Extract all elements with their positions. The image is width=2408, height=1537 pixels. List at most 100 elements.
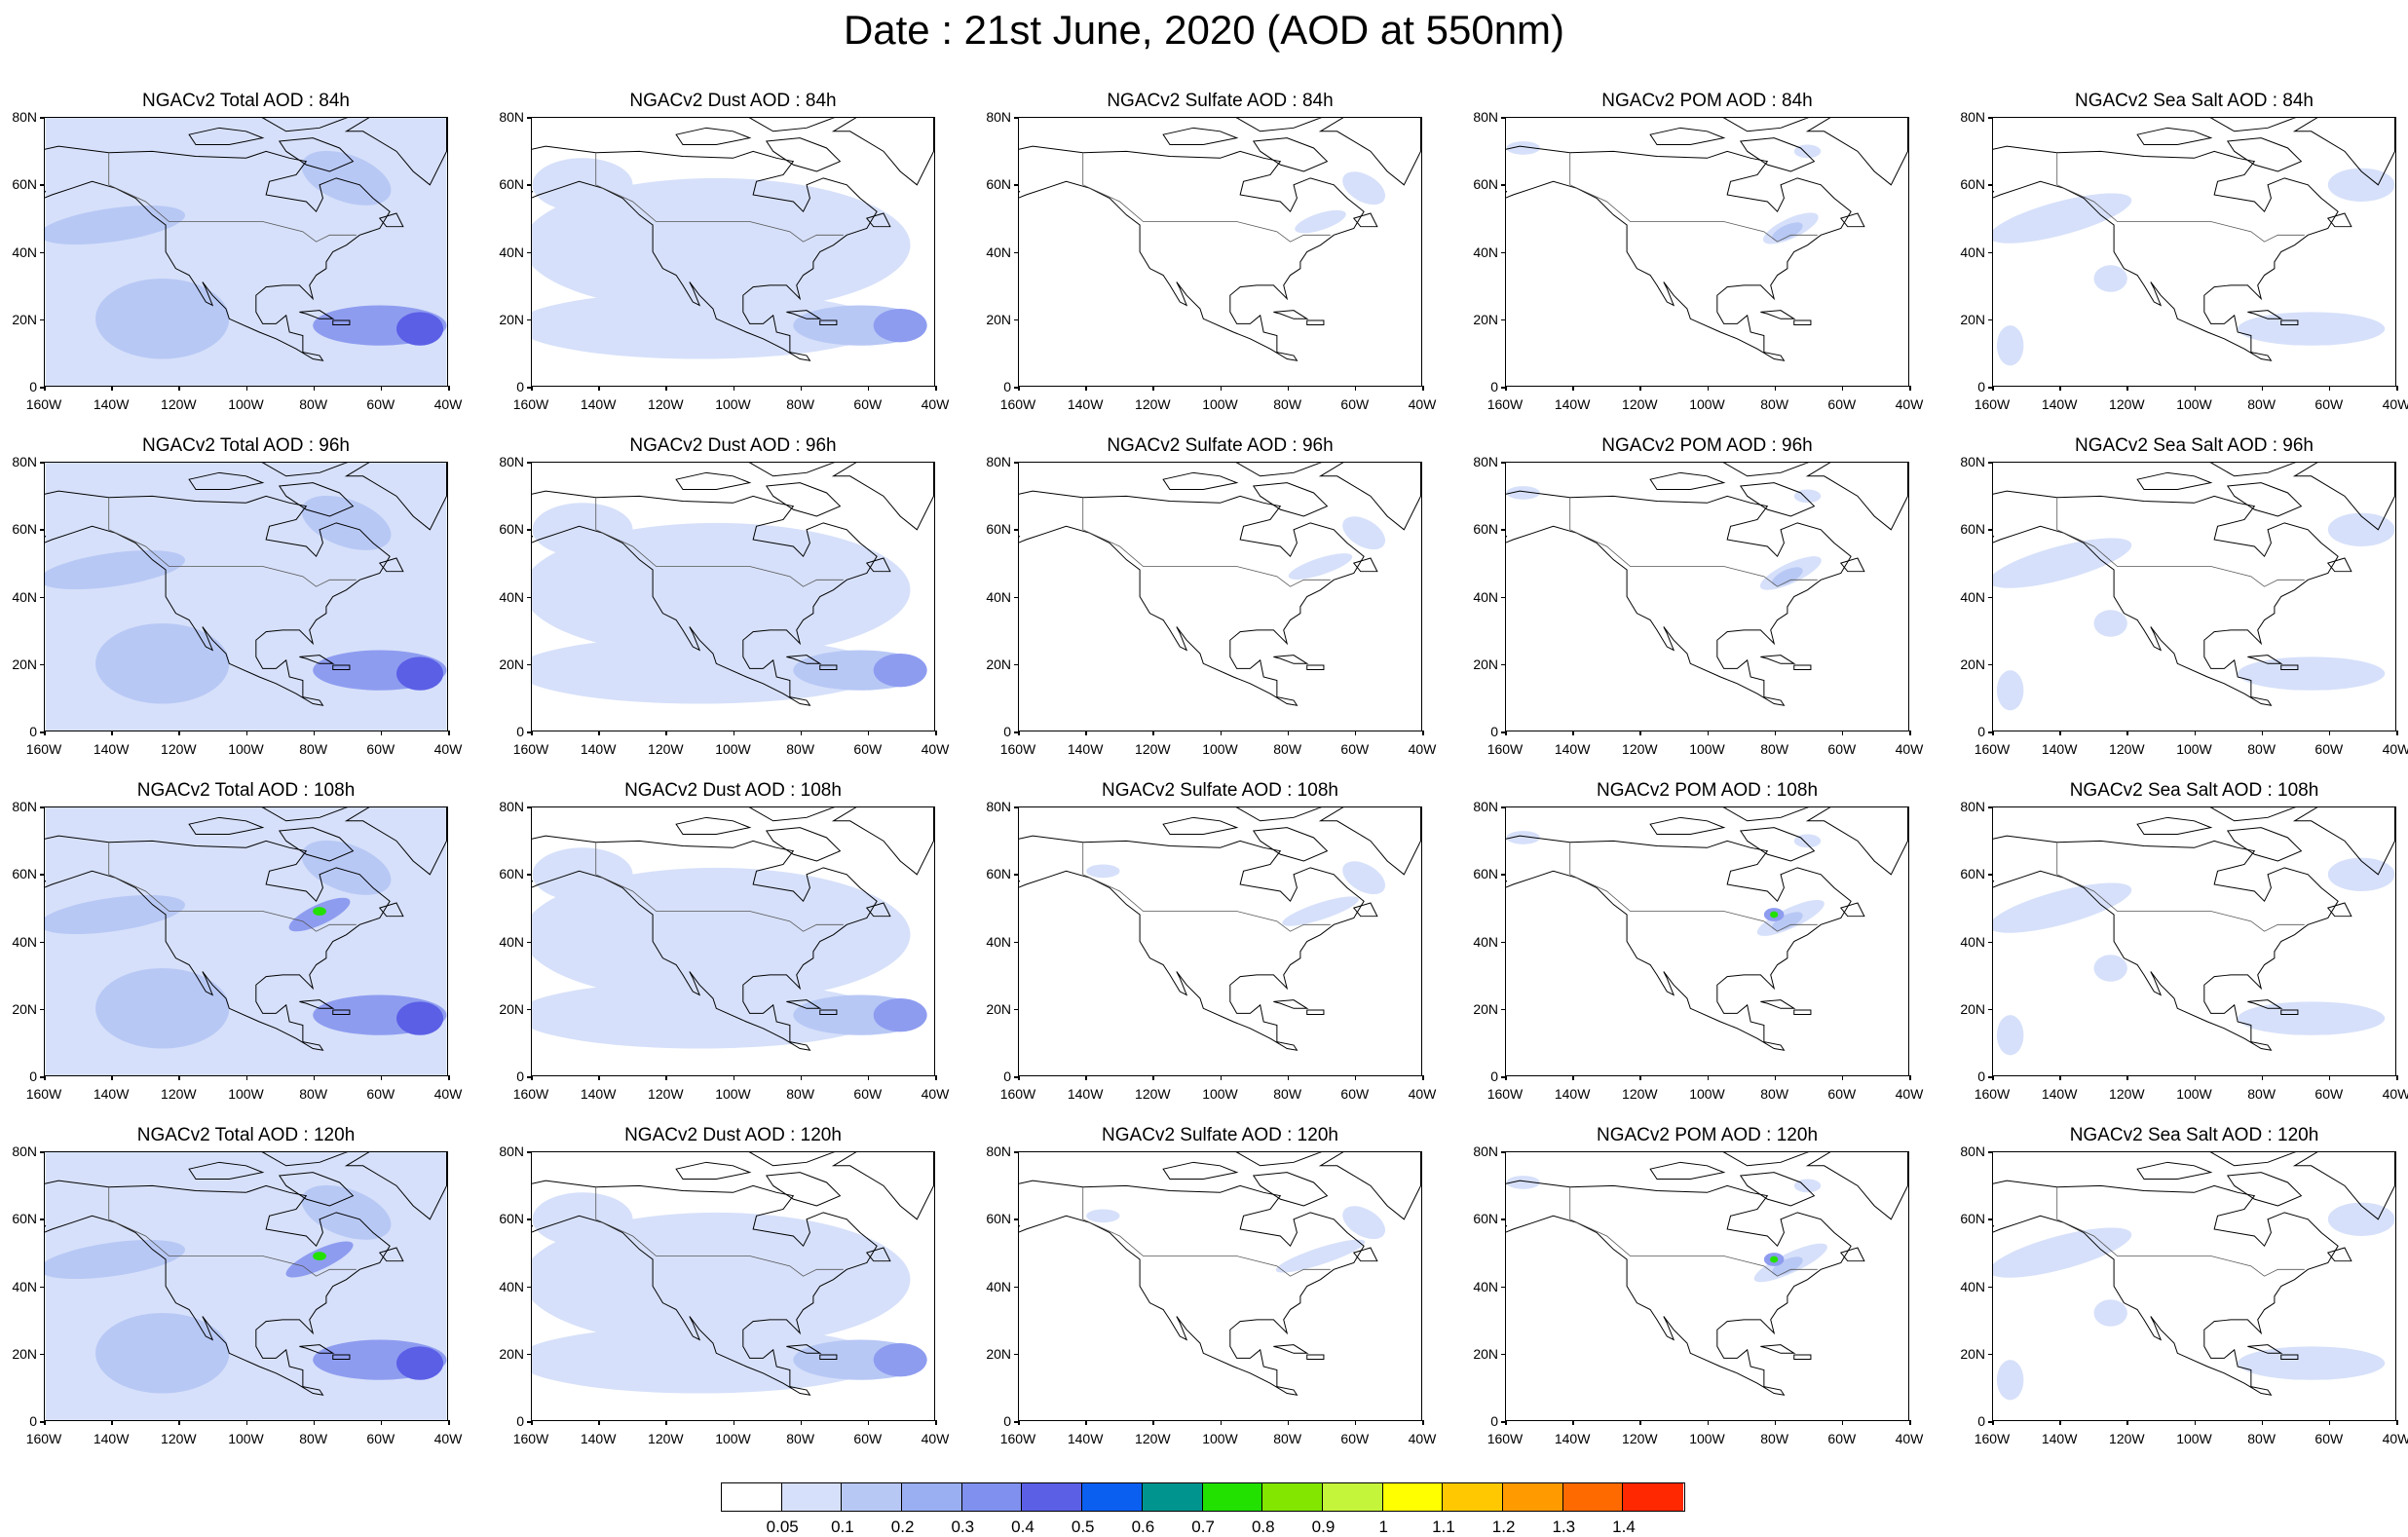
aod-plume-light: [1996, 1015, 2024, 1056]
colorbar-swatch: [1382, 1483, 1444, 1511]
aod-map: [45, 463, 447, 731]
lon-tick: [245, 1075, 247, 1080]
lat-tick-label: 0: [1977, 379, 1985, 394]
lon-tick-label: 80W: [1273, 396, 1302, 412]
lat-tick: [1014, 462, 1019, 464]
lat-tick: [1014, 251, 1019, 253]
lon-tick: [448, 386, 450, 391]
lon-tick: [1152, 1075, 1154, 1080]
lon-tick-label: 160W: [1486, 741, 1524, 757]
map-plot-area: [1992, 117, 2396, 387]
island-outline: [748, 463, 835, 477]
lat-tick-label: 80N: [12, 454, 37, 469]
lat-tick: [40, 529, 45, 531]
aod-plume-light: [532, 503, 633, 557]
lon-tick-label: 60W: [853, 741, 883, 757]
lat-tick: [527, 1286, 532, 1288]
island-outline: [2326, 1247, 2352, 1262]
coastline: [532, 145, 878, 361]
lat-tick-label: 60N: [499, 1211, 524, 1227]
colorbar-label: 0.1: [831, 1518, 854, 1536]
lon-tick-label: 100W: [1689, 1431, 1725, 1446]
lat-tick-label: 20N: [1960, 1000, 1985, 1017]
aod-map: [1019, 1152, 1421, 1396]
lat-tick: [1014, 806, 1019, 808]
lat-tick: [1014, 184, 1019, 186]
lon-tick-label: 40W: [2382, 741, 2408, 757]
lat-tick-label: 0: [1003, 1413, 1011, 1429]
lon-tick-label: 120W: [2109, 396, 2145, 412]
coastline: [1506, 1180, 1852, 1396]
lon-tick: [44, 731, 46, 735]
lon-tick-label: 80W: [299, 1086, 328, 1102]
aod-plume-light: [2238, 656, 2386, 691]
aod-plume-strong: [873, 308, 927, 343]
colorbar-label: 1: [1378, 1518, 1388, 1536]
island-outline: [1793, 664, 1812, 670]
island-outline: [2247, 655, 2283, 664]
lon-tick-label: 160W: [1486, 1086, 1524, 1102]
lon-tick: [178, 1075, 180, 1080]
lon-tick-label: 120W: [1135, 396, 1171, 412]
island-outline: [1739, 137, 1816, 172]
lon-tick-label: 80W: [786, 396, 815, 412]
aod-plume-light: [532, 177, 911, 313]
lon-tick: [733, 1420, 734, 1425]
lat-tick-label: 20N: [1473, 656, 1498, 672]
lat-tick: [1501, 1421, 1506, 1423]
lat-tick-label: 60N: [1960, 521, 1985, 538]
lat-tick-label: 20N: [1473, 1345, 1498, 1362]
lat-tick: [527, 1008, 532, 1011]
lat-tick-label: 0: [1003, 379, 1011, 394]
lat-tick: [40, 941, 45, 943]
colorbar-swatch: [1623, 1483, 1683, 1511]
island-outline: [765, 1172, 842, 1207]
island-outline: [2136, 127, 2213, 145]
aod-map: [1506, 1152, 1908, 1396]
lat-tick-label: 20N: [12, 1345, 37, 1362]
aod-plume-light: [1282, 896, 1359, 926]
aod-map: [1019, 118, 1421, 361]
lat-tick: [1501, 251, 1506, 253]
colorbar-swatch: [1142, 1483, 1203, 1511]
lat-tick: [1988, 1008, 1993, 1011]
lon-tick-label: 40W: [2382, 396, 2408, 412]
island-outline: [1306, 1009, 1325, 1015]
lon-tick-label: 60W: [366, 1086, 395, 1102]
panel-title: NGACv2 Sea Salt AOD : 84h: [2074, 91, 2314, 111]
aod-plume-light: [532, 636, 884, 704]
lon-tick: [1422, 1075, 1424, 1080]
lon-tick: [1774, 1075, 1777, 1080]
lon-tick-label: 160W: [1974, 1431, 2011, 1446]
aod-plume-light: [2093, 1299, 2127, 1327]
lon-tick: [2059, 731, 2061, 735]
lon-tick-label: 100W: [715, 1431, 751, 1446]
lat-tick: [527, 117, 532, 119]
aod-plume-light: [1996, 1360, 2024, 1401]
island-outline: [188, 127, 265, 145]
aod-plume-medium: [94, 968, 230, 1049]
colorbar-swatch: [722, 1483, 782, 1511]
island-outline: [2226, 482, 2303, 517]
lon-tick: [245, 731, 247, 735]
lon-tick: [1774, 386, 1777, 391]
lat-tick-label: 40N: [1960, 588, 1985, 605]
island-outline: [1722, 118, 1809, 132]
lat-tick-label: 80N: [12, 799, 37, 814]
lon-tick-label: 160W: [25, 741, 62, 757]
aod-plume-light: [1275, 1239, 1366, 1273]
lat-tick: [40, 1353, 45, 1356]
map-panel-pom-108h: NGACv2 POM AOD : 108h 80N 60N 40N 20N 0 160W 14…: [1461, 779, 1948, 1110]
island-outline: [865, 557, 891, 573]
lat-tick-label: 80N: [1960, 454, 1985, 469]
lat-tick: [40, 184, 45, 186]
island-outline: [1805, 807, 1908, 876]
lon-tick: [1085, 386, 1087, 391]
coastline: [1506, 145, 1852, 361]
aod-plume-medium: [45, 894, 186, 935]
lon-tick-label: 100W: [2176, 396, 2212, 412]
island-outline: [1352, 1247, 1378, 1262]
lon-tick: [178, 731, 180, 735]
lon-tick-label: 140W: [93, 1431, 130, 1446]
lon-tick: [1639, 386, 1641, 391]
